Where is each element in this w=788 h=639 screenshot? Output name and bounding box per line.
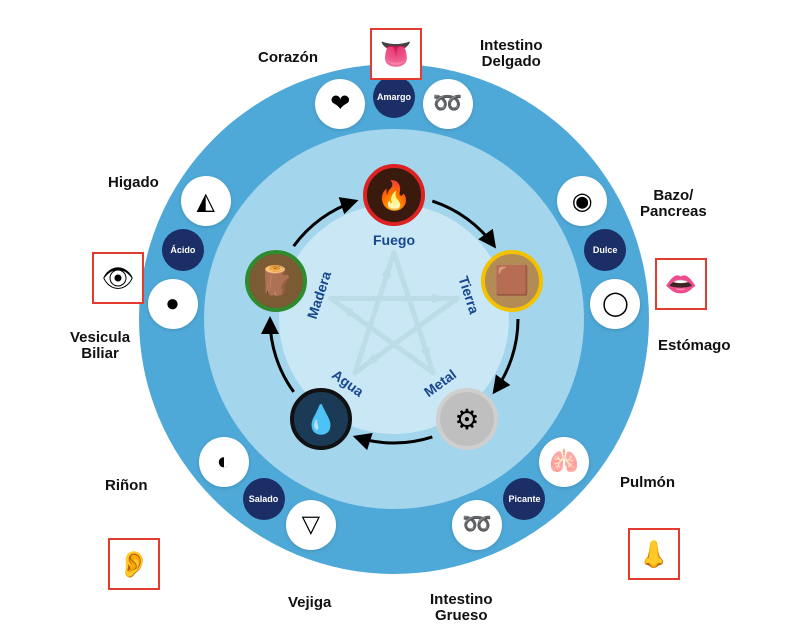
element-madera: 🪵 <box>245 250 307 312</box>
organ-int_delg: ➿ <box>423 79 473 129</box>
organ-vejiga: ▽ <box>286 500 336 550</box>
organ-higado: ◭ <box>181 176 231 226</box>
taste-label-dulce: Dulce <box>593 245 618 255</box>
organ-label-rinon: Riñon <box>105 478 148 494</box>
organ-label-higado: Higado <box>108 175 159 191</box>
organ-label-int_delg: Intestino Delgado <box>480 38 543 70</box>
element-label-fuego: Fuego <box>373 232 415 248</box>
element-tierra: 🟫 <box>481 250 543 312</box>
element-metal: ⚙ <box>436 388 498 450</box>
organ-int_grue: ➿ <box>452 500 502 550</box>
sense-lengua: 👅 <box>370 28 422 80</box>
organ-pulmon: 🫁 <box>539 437 589 487</box>
organ-label-corazon: Corazón <box>258 50 318 66</box>
taste-label-acido: Ácido <box>170 245 195 255</box>
taste-label-salado: Salado <box>249 494 279 504</box>
taste-picante: Picante <box>503 478 545 520</box>
organ-label-vesicula: Vesicula Biliar <box>70 330 130 362</box>
element-agua: 💧 <box>290 388 352 450</box>
sense-nariz: 👃 <box>628 528 680 580</box>
sense-ojo: 👁 <box>92 252 144 304</box>
organ-vesicula: ● <box>148 279 198 329</box>
sense-labios: 👄 <box>655 258 707 310</box>
taste-salado: Salado <box>243 478 285 520</box>
organ-label-bazo: Bazo/ Pancreas <box>640 188 707 220</box>
taste-amargo: Amargo <box>373 76 415 118</box>
organ-label-estomago: Estómago <box>658 338 731 354</box>
organ-label-int_grue: Intestino Grueso <box>430 592 493 624</box>
taste-label-picante: Picante <box>508 494 540 504</box>
sense-oreja: 👂 <box>108 538 160 590</box>
element-fuego: 🔥 <box>363 164 425 226</box>
taste-acido: Ácido <box>162 229 204 271</box>
organ-label-vejiga: Vejiga <box>288 595 331 611</box>
taste-label-amargo: Amargo <box>377 92 411 102</box>
organ-corazon: ❤ <box>315 79 365 129</box>
organ-estomago: ◯ <box>590 279 640 329</box>
organ-rinon: ◐ <box>199 437 249 487</box>
organ-label-pulmon: Pulmón <box>620 475 675 491</box>
